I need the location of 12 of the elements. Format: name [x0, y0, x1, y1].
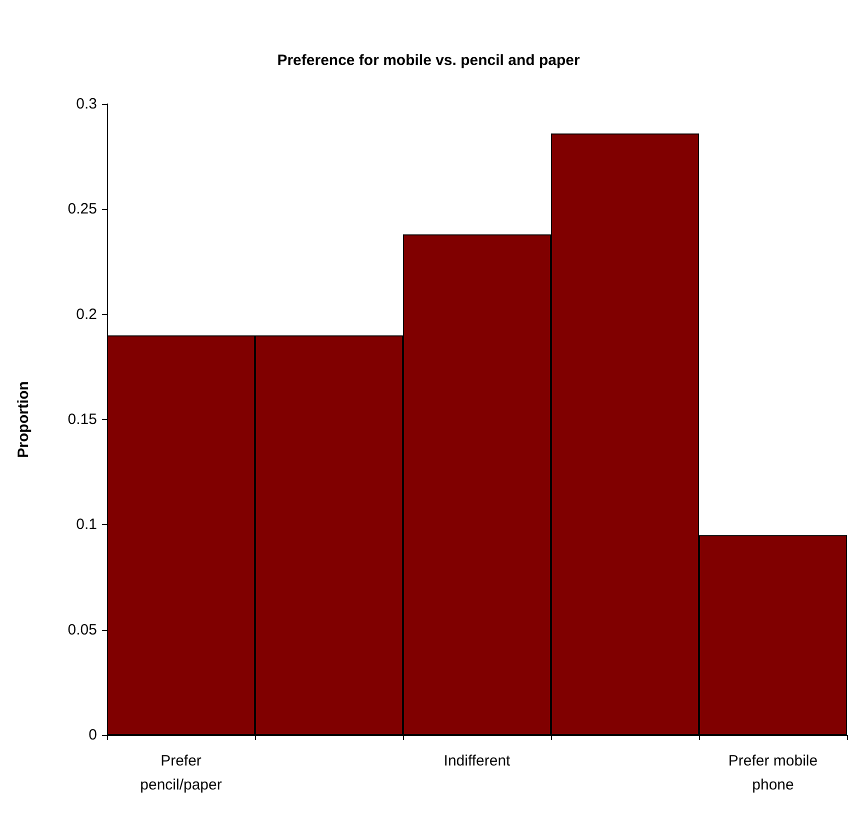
y-tick-label: 0.15 [68, 411, 97, 428]
y-tick-label: 0.05 [68, 621, 97, 638]
y-tick-label: 0.3 [76, 96, 97, 112]
x-tick-label: Prefer pencil/paper [140, 752, 222, 794]
y-tick-label: 0 [88, 726, 97, 744]
y-tick-label: 0.1 [76, 516, 97, 534]
y-axis-title: Proportion [15, 381, 32, 458]
x-tick-label: Prefer mobile phone [728, 752, 818, 794]
y-tick-label: 0.2 [76, 306, 97, 323]
y-tick-label: 0.25 [68, 200, 97, 218]
chart-title: Preference for mobile vs. pencil and paper [277, 52, 580, 69]
x-tick-label: Indifferent [444, 752, 512, 770]
